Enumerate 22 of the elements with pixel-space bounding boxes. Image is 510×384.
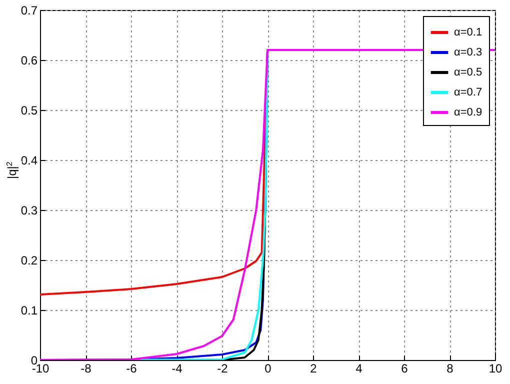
x-tick-label: -6 <box>126 362 138 376</box>
x-tick-label: 8 <box>446 362 454 376</box>
x-tick-label: 10 <box>488 362 502 376</box>
y-tick-label: 0.5 <box>20 104 38 118</box>
y-tick-label: 0.6 <box>20 54 38 68</box>
x-tick-label: 4 <box>356 362 363 376</box>
legend-label: α=0.3 <box>454 46 482 58</box>
y-tick-label: 0.1 <box>20 304 38 318</box>
x-tick-label: 6 <box>401 362 408 376</box>
legend-label: α=0.9 <box>454 106 482 118</box>
y-tick-label: 0.3 <box>20 204 38 218</box>
x-tick-label: 0 <box>264 362 272 376</box>
x-tick-label: -4 <box>172 362 183 376</box>
legend-label: α=0.1 <box>454 26 482 38</box>
legend-label: α=0.5 <box>454 66 482 78</box>
x-tick-label: -8 <box>80 362 92 376</box>
legend-label: α=0.7 <box>454 86 482 98</box>
y-tick-label: 0.2 <box>20 254 38 268</box>
y-tick-label: 0.7 <box>20 4 38 18</box>
x-tick-label: -2 <box>217 362 228 376</box>
y-tick-label: 0.4 <box>20 154 38 168</box>
x-tick-label: 2 <box>310 362 318 376</box>
